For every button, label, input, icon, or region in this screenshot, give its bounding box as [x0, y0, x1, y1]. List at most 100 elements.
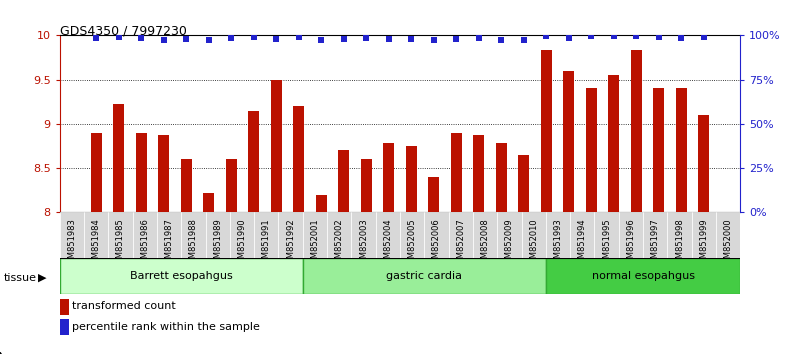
Bar — [133, 212, 157, 258]
Bar — [157, 212, 181, 258]
Point — [225, 35, 238, 41]
Point — [562, 35, 575, 41]
Point — [517, 37, 530, 42]
Text: GSM851986: GSM851986 — [140, 218, 150, 269]
Point — [292, 34, 305, 40]
Bar — [248, 110, 259, 212]
Text: GSM852003: GSM852003 — [359, 218, 368, 269]
Bar — [279, 212, 302, 258]
Text: GDS4350 / 7997230: GDS4350 / 7997230 — [60, 25, 186, 38]
Text: GSM851985: GSM851985 — [116, 218, 125, 269]
Bar — [225, 159, 237, 212]
Bar — [449, 212, 473, 258]
Bar — [653, 88, 665, 212]
Bar — [643, 212, 667, 258]
Text: transformed count: transformed count — [72, 301, 176, 311]
Bar — [383, 143, 394, 212]
Bar — [406, 146, 417, 212]
Point — [585, 33, 598, 39]
Text: GSM851991: GSM851991 — [262, 218, 271, 269]
Bar — [293, 106, 304, 212]
Text: GSM852000: GSM852000 — [724, 218, 732, 269]
Text: tissue: tissue — [4, 273, 37, 283]
Bar — [203, 193, 214, 212]
Text: GSM851983: GSM851983 — [68, 218, 76, 269]
Bar — [91, 133, 102, 212]
Bar — [376, 212, 400, 258]
Point — [427, 37, 440, 42]
Point — [360, 35, 373, 41]
Bar — [60, 212, 84, 258]
Bar — [205, 212, 230, 258]
Bar — [473, 135, 484, 212]
Text: Barrett esopahgus: Barrett esopahgus — [130, 271, 232, 281]
Bar — [546, 212, 570, 258]
Bar — [518, 155, 529, 212]
Point — [697, 34, 710, 40]
Point — [495, 37, 508, 42]
Bar — [586, 88, 597, 212]
Point — [90, 35, 103, 41]
Bar — [716, 212, 740, 258]
Bar — [698, 115, 709, 212]
Text: GSM852008: GSM852008 — [481, 218, 490, 269]
Bar — [400, 212, 424, 258]
Bar — [618, 212, 643, 258]
Point — [112, 34, 125, 40]
Bar — [338, 150, 349, 212]
Bar — [361, 159, 372, 212]
Text: GSM852002: GSM852002 — [335, 218, 344, 269]
Bar — [316, 195, 327, 212]
Bar — [271, 80, 282, 212]
Bar — [540, 50, 552, 212]
Point — [135, 35, 147, 41]
Point — [472, 35, 485, 41]
Text: GSM851999: GSM851999 — [700, 218, 708, 269]
Bar — [181, 159, 192, 212]
Text: GSM852009: GSM852009 — [505, 218, 514, 269]
Point — [158, 38, 170, 43]
Text: GSM851996: GSM851996 — [626, 218, 635, 269]
Point — [270, 36, 283, 42]
Bar — [158, 135, 170, 212]
Bar — [570, 212, 595, 258]
Bar — [424, 212, 449, 258]
Bar — [181, 212, 205, 258]
Point — [202, 38, 215, 43]
Bar — [84, 212, 108, 258]
Bar — [108, 212, 133, 258]
Text: GSM851984: GSM851984 — [92, 218, 100, 269]
Bar — [563, 71, 575, 212]
Text: GSM852007: GSM852007 — [456, 218, 465, 269]
Bar — [302, 212, 327, 258]
Text: GSM851988: GSM851988 — [189, 218, 198, 269]
Bar — [451, 133, 462, 212]
Point — [405, 36, 418, 41]
Bar — [135, 133, 147, 212]
Text: GSM851992: GSM851992 — [286, 218, 295, 269]
Point — [630, 33, 642, 39]
Bar — [428, 177, 439, 212]
Text: GSM851997: GSM851997 — [650, 218, 660, 269]
Point — [653, 34, 665, 40]
Point — [248, 34, 260, 40]
Bar — [254, 212, 279, 258]
Text: GSM851998: GSM851998 — [675, 218, 684, 269]
Text: GSM851994: GSM851994 — [578, 218, 587, 269]
Bar — [608, 75, 619, 212]
Bar — [60, 258, 302, 294]
Text: GSM852006: GSM852006 — [432, 218, 441, 269]
Point — [315, 37, 328, 42]
Bar — [676, 88, 687, 212]
Bar — [351, 212, 376, 258]
Text: normal esopahgus: normal esopahgus — [591, 271, 695, 281]
Bar — [302, 258, 546, 294]
Bar — [630, 50, 642, 212]
Bar — [521, 212, 546, 258]
Text: GSM852005: GSM852005 — [408, 218, 416, 269]
Point — [675, 35, 688, 41]
Text: GSM851995: GSM851995 — [602, 218, 611, 269]
Text: GSM851989: GSM851989 — [213, 218, 222, 269]
Text: GSM852004: GSM852004 — [384, 218, 392, 269]
Point — [382, 36, 395, 42]
